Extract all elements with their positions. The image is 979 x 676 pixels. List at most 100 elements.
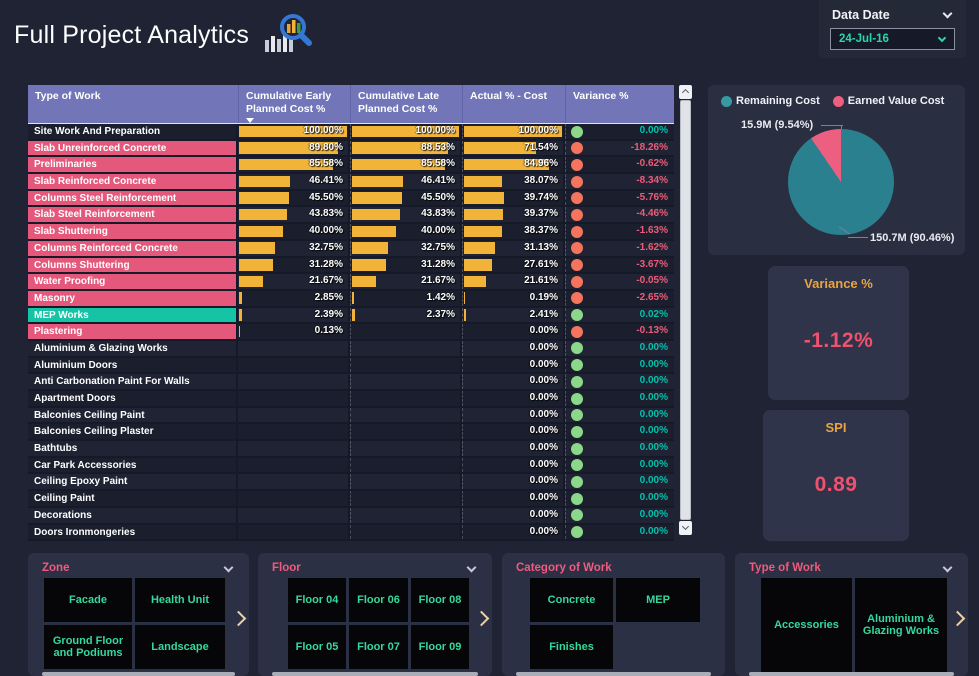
bar-cell-early: 32.75% <box>238 240 350 256</box>
table-row[interactable]: Columns Shuttering 31.28% 31.28% 27.61% -3.6… <box>28 257 674 275</box>
filter-tile[interactable]: Finishes <box>530 625 613 669</box>
bar-value: 0.00% <box>529 358 558 370</box>
table-row[interactable]: Ceiling Epoxy Paint 0.00% 0.00% <box>28 474 674 492</box>
bar-value: 71.54% <box>524 141 558 153</box>
bar-value: 0.13% <box>314 325 343 337</box>
chevron-down-icon[interactable] <box>223 562 234 573</box>
table-row[interactable]: Aluminium Doors 0.00% 0.00% <box>28 357 674 375</box>
status-dot-green <box>571 425 583 438</box>
column-header-actual-cost[interactable]: Actual % - Cost <box>462 85 565 123</box>
callout-line <box>848 237 868 238</box>
bar-cell-actual: 84.96% <box>462 157 565 173</box>
column-header-cumulative-early[interactable]: Cumulative Early Planned Cost % <box>238 85 350 123</box>
table-row[interactable]: Bathtubs 0.00% 0.00% <box>28 441 674 458</box>
column-header-type-of-work[interactable]: Type of Work <box>35 90 101 102</box>
progress-bar <box>352 275 376 288</box>
horizontal-scrollbar[interactable] <box>516 672 711 676</box>
bar-value: 0.00% <box>529 525 558 537</box>
table-row[interactable]: Masonry 2.85% 1.42% 0.19% -2.65% <box>28 290 674 308</box>
bar-value: 46.41% <box>421 175 455 187</box>
legend-item-earned-value-cost[interactable]: Earned Value Cost <box>832 95 944 107</box>
column-header-variance[interactable]: Variance % <box>565 85 674 123</box>
table-row[interactable]: Columns Reinforced Concrete 32.75% 32.75% 3… <box>28 240 674 258</box>
filter-tile[interactable]: MEP <box>616 578 700 622</box>
column-header-cumulative-late[interactable]: Cumulative Late Planned Cost % <box>350 85 462 123</box>
chevron-right-icon[interactable] <box>230 610 247 627</box>
table-row[interactable]: Slab Steel Reinforcement 43.83% 43.83% 39.3… <box>28 207 674 225</box>
progress-bar <box>464 275 486 288</box>
filter-tile[interactable]: Landscape <box>135 625 225 669</box>
filter-panel-zone: Zone Facade Health Unit Ground Floor and Po… <box>28 553 249 676</box>
filter-tile[interactable]: Floor 06 <box>349 578 408 622</box>
variance-cell: 0.00% <box>565 491 672 506</box>
table-row[interactable]: Car Park Accessories 0.00% 0.00% <box>28 457 674 475</box>
filter-tile[interactable]: Facade <box>44 578 132 622</box>
filter-tile[interactable]: Health Unit <box>135 578 225 622</box>
table-row[interactable]: Plastering 0.13% 0.00% -0.13% <box>28 324 674 341</box>
bar-value: 38.07% <box>524 175 558 187</box>
filter-tile[interactable]: Accessories <box>761 578 852 672</box>
bar-value: 40.00% <box>309 225 343 237</box>
table-scrollbar[interactable] <box>679 85 692 535</box>
chevron-down-icon[interactable] <box>466 562 477 573</box>
chevron-right-icon[interactable] <box>949 610 966 627</box>
bar-cell-actual: 39.37% <box>462 207 565 223</box>
filter-tile[interactable]: Aluminium & Glazing Works <box>855 578 947 672</box>
table-row[interactable]: Doors Ironmongeries 0.00% 0.00% <box>28 524 674 541</box>
table-row[interactable]: Balconies Ceiling Plaster 0.00% 0.00% <box>28 424 674 442</box>
variance-value: 0.00% <box>639 508 668 520</box>
horizontal-scrollbar[interactable] <box>272 672 478 676</box>
scroll-down-button[interactable] <box>679 521 692 535</box>
filter-tile[interactable]: Floor 08 <box>411 578 469 622</box>
bar-cell-actual: 0.00% <box>462 407 565 423</box>
table-row[interactable]: Anti Carbonation Paint For Walls 0.00% 0.0… <box>28 374 674 391</box>
table-row[interactable]: MEP Works 2.39% 2.37% 2.41% 0.02% <box>28 307 674 325</box>
bar-cell-early: 40.00% <box>238 224 350 239</box>
filter-tile[interactable]: Floor 04 <box>288 578 346 622</box>
chevron-down-icon[interactable] <box>942 8 953 19</box>
filter-tile[interactable]: Floor 05 <box>288 625 346 669</box>
bar-value: 31.13% <box>524 241 558 253</box>
progress-bar <box>352 208 400 221</box>
bar-value: 40.00% <box>421 225 455 237</box>
table-row[interactable]: Decorations 0.00% 0.00% <box>28 507 674 525</box>
legend-item-remaining-cost[interactable]: Remaining Cost <box>721 95 820 107</box>
bar-cell-late <box>350 407 462 423</box>
table-row[interactable]: Site Work And Preparation 100.00% 100.00% 1… <box>28 124 674 141</box>
table-row[interactable]: Aluminium & Glazing Works 0.00% 0.00% <box>28 340 674 358</box>
status-dot-green <box>571 459 583 472</box>
chevron-down-icon[interactable] <box>942 562 953 573</box>
progress-bar <box>464 192 504 204</box>
data-date-select[interactable]: 24-Jul-16 <box>830 28 955 50</box>
bar-cell-actual: 0.00% <box>462 457 565 473</box>
bar-value: 0.00% <box>529 408 558 420</box>
row-label: Site Work And Preparation <box>28 124 238 139</box>
bar-value: 39.74% <box>524 191 558 203</box>
filter-tile[interactable]: Concrete <box>530 578 613 622</box>
table-row[interactable]: Water Proofing 21.67% 21.67% 21.61% -0.05% <box>28 274 674 291</box>
filter-tile[interactable]: Floor 09 <box>411 625 469 669</box>
filter-tile[interactable]: Ground Floor and Podiums <box>44 625 132 669</box>
table-row[interactable]: Columns Steel Reinforcement 45.50% 45.50% 3… <box>28 190 674 208</box>
horizontal-scrollbar[interactable] <box>42 672 235 676</box>
scrollbar-thumb[interactable] <box>680 100 691 520</box>
progress-bar <box>352 242 388 254</box>
table-row[interactable]: Apartment Doors 0.00% 0.00% <box>28 391 674 408</box>
scroll-up-button[interactable] <box>679 85 692 99</box>
table-row[interactable]: Balconies Ceiling Paint 0.00% 0.00% <box>28 407 674 425</box>
bar-cell-actual: 0.00% <box>462 424 565 440</box>
table-row[interactable]: Ceiling Paint 0.00% 0.00% <box>28 491 674 508</box>
bar-value: 46.41% <box>309 175 343 187</box>
filter-tile[interactable]: Floor 07 <box>349 625 408 669</box>
status-dot-red <box>571 275 583 288</box>
chevron-right-icon[interactable] <box>473 610 490 627</box>
variance-value: 0.00% <box>639 341 668 353</box>
table-row[interactable]: Slab Reinforced Concrete 46.41% 46.41% 38.0… <box>28 174 674 191</box>
variance-value: 0.02% <box>639 308 668 320</box>
table-row[interactable]: Preliminaries 85.58% 85.58% 84.96% -0.62% <box>28 157 674 175</box>
table-row[interactable]: Slab Shuttering 40.00% 40.00% 38.37% -1.63% <box>28 224 674 241</box>
table-row[interactable]: Slab Unreinforced Concrete 89.80% 88.53% 71… <box>28 140 674 158</box>
bar-value: 2.39% <box>314 308 343 320</box>
cost-pie-chart[interactable] <box>788 129 894 235</box>
horizontal-scrollbar[interactable] <box>749 672 954 676</box>
